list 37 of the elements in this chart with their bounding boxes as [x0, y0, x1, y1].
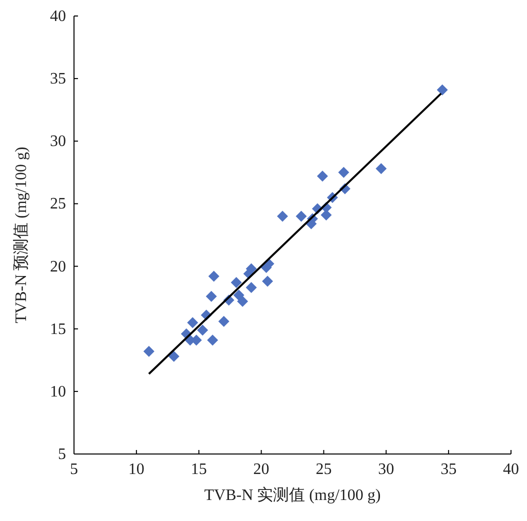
point — [296, 210, 307, 222]
point — [262, 276, 274, 287]
x-tick-label: 25 — [316, 461, 332, 478]
y-tick-label: 20 — [50, 258, 66, 276]
x-tick-label: 30 — [378, 461, 394, 478]
y-axis-title: TVB-N 预测值 (mg/100 g) — [13, 146, 30, 324]
y-tick-label: 40 — [50, 8, 66, 25]
point — [237, 296, 248, 307]
x-tick-label: 10 — [128, 461, 144, 478]
x-tick-label: 35 — [440, 461, 457, 478]
point — [187, 317, 198, 328]
y-tick-label: 30 — [50, 133, 66, 150]
x-tick-label: 40 — [503, 461, 519, 478]
x-tick-label: 15 — [190, 461, 207, 478]
y-tick-label: 15 — [50, 320, 66, 338]
point — [197, 324, 208, 336]
x-tick-label: 20 — [253, 461, 270, 478]
point — [230, 277, 242, 288]
point — [246, 282, 257, 294]
y-tick-label: 5 — [58, 446, 66, 463]
point — [233, 290, 244, 301]
point — [316, 170, 328, 182]
y-tick-label: 25 — [50, 196, 66, 213]
point — [338, 166, 350, 178]
point — [218, 316, 230, 327]
point — [168, 350, 180, 362]
point — [143, 346, 154, 357]
x-axis-title: TVB-N 实测值 (mg/100 g) — [204, 486, 381, 504]
x-tick-label: 5 — [70, 461, 78, 478]
point — [207, 334, 218, 346]
point — [206, 290, 217, 302]
y-tick-label: 10 — [50, 383, 66, 400]
point — [277, 210, 288, 222]
point — [376, 163, 387, 174]
point — [208, 270, 220, 282]
point — [436, 84, 448, 96]
y-tick-label: 35 — [50, 70, 66, 88]
